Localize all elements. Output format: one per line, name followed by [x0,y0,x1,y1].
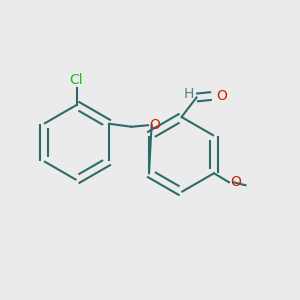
Text: O: O [149,118,160,132]
Text: O: O [230,175,241,189]
Text: Cl: Cl [70,73,83,87]
Text: O: O [216,89,227,103]
Text: H: H [184,87,194,101]
